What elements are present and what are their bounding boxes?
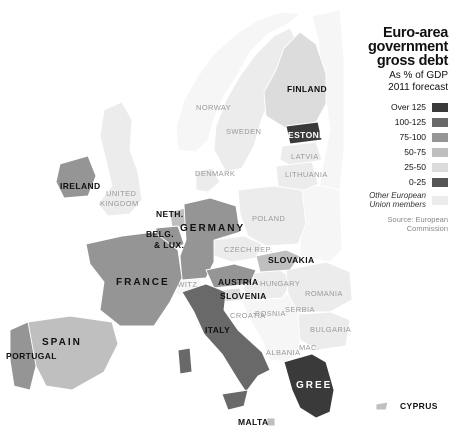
legend-item: Over 125	[344, 100, 448, 114]
country-cyprus	[375, 401, 389, 411]
label-denmark: DENMARK	[195, 169, 236, 178]
label-bulgaria: BULGARIA	[310, 325, 352, 334]
legend-items: Over 125 100-125 75-100 50-75 25-50 0-25…	[344, 100, 448, 209]
legend-subtitle-line2: 2011 forecast	[388, 82, 448, 93]
country-lithuania	[275, 161, 319, 193]
label-finland: FINLAND	[287, 84, 328, 94]
legend-item: 100-125	[344, 115, 448, 129]
label-italy: ITALY	[205, 325, 231, 335]
legend-title: Euro-area government gross debt	[368, 25, 448, 69]
country-malta	[266, 417, 276, 427]
country-norway	[175, 11, 301, 153]
label-austria: AUSTRIA	[218, 277, 259, 287]
legend-item: 25-50	[344, 160, 448, 174]
label-slovakia: SLOVAKIA	[268, 255, 315, 265]
source-note: Source: European Commission	[344, 215, 448, 233]
country-ireland	[55, 155, 97, 199]
legend-swatch	[432, 147, 448, 157]
label-switz: SWITZ	[172, 280, 198, 289]
label-croatia: CROATIA	[230, 311, 266, 320]
label-belgium: BELG.	[146, 229, 174, 239]
legend-item-label: Over 125	[391, 102, 426, 112]
label-luxembourg: & LUX.	[154, 240, 185, 250]
legend-subtitle-line1: As % of GDP	[389, 70, 448, 81]
legend-item: 75-100	[344, 130, 448, 144]
label-estonia: ESTONIA	[288, 130, 329, 140]
country-greece	[283, 353, 335, 419]
country-sicily	[221, 389, 249, 411]
label-czech: CZECH REP.	[224, 245, 273, 254]
country-bulgaria	[297, 311, 351, 351]
legend-item: 50-75	[344, 145, 448, 159]
label-cyprus: CYPRUS	[400, 401, 438, 411]
country-denmark	[195, 167, 221, 193]
country-uk	[97, 101, 143, 217]
legend-subtitle: As % of GDP 2011 forecast	[344, 70, 448, 94]
legend-other-members: Other European Union members	[344, 191, 448, 209]
label-latvia: LATVIA	[291, 152, 319, 161]
label-uk-line2: KINGDOM	[100, 199, 139, 208]
legend-item: 0-25	[344, 175, 448, 189]
legend-item-label: 100-125	[394, 117, 426, 127]
legend-swatch	[432, 177, 448, 187]
label-germany: GERMANY	[180, 223, 246, 234]
legend-item-label: 50-75	[404, 147, 426, 157]
source-line1: Source: European	[387, 215, 448, 224]
legend-swatch	[432, 195, 448, 205]
country-austria	[205, 263, 257, 289]
country-romania	[285, 261, 353, 313]
country-germany	[179, 197, 241, 281]
label-france: FRANCE	[116, 277, 170, 288]
label-ireland: IRELAND	[60, 181, 101, 191]
legend-other-label: Other European Union members	[369, 191, 426, 209]
label-poland: POLAND	[252, 214, 286, 223]
label-malta: MALTA	[238, 417, 269, 427]
label-greece: GREECE	[296, 380, 351, 391]
map-legend: Euro-area government gross debt As % of …	[344, 26, 448, 233]
legend-other-line2: Union members	[369, 200, 426, 209]
legend-swatch	[432, 117, 448, 127]
legend-swatch	[432, 102, 448, 112]
legend-swatch	[432, 132, 448, 142]
label-norway: NORWAY	[196, 103, 232, 112]
legend-item-label: 25-50	[404, 162, 426, 172]
source-line2: Commission	[406, 224, 448, 233]
country-poland	[237, 185, 307, 247]
label-albania: ALBANIA	[266, 348, 301, 357]
label-bosnia: BOSNIA	[255, 309, 286, 318]
country-france	[85, 231, 183, 327]
label-macedonia: MAC.	[299, 343, 320, 352]
legend-item-label: 0-25	[408, 177, 426, 187]
country-slovakia	[255, 249, 301, 273]
label-romania: ROMANIA	[305, 289, 343, 298]
label-hungary: HUNGARY	[260, 279, 301, 288]
label-serbia: SERBIA	[285, 305, 315, 314]
legend-item-label: 75-100	[399, 132, 426, 142]
label-portugal: PORTUGAL	[6, 351, 57, 361]
label-sweden: SWEDEN	[226, 127, 262, 136]
legend-swatch	[432, 162, 448, 172]
label-uk-line1: UNITED	[106, 189, 137, 198]
label-netherlands: NETH.	[156, 209, 184, 219]
country-estonia	[285, 121, 323, 145]
label-lithuania: LITHUANIA	[285, 170, 328, 179]
label-spain: SPAIN	[42, 337, 82, 348]
country-italy	[181, 283, 271, 393]
legend-other-line1: Other European	[369, 191, 426, 200]
country-portugal	[9, 321, 37, 391]
label-slovenia: SLOVENIA	[220, 291, 267, 301]
country-sardinia	[177, 347, 193, 375]
